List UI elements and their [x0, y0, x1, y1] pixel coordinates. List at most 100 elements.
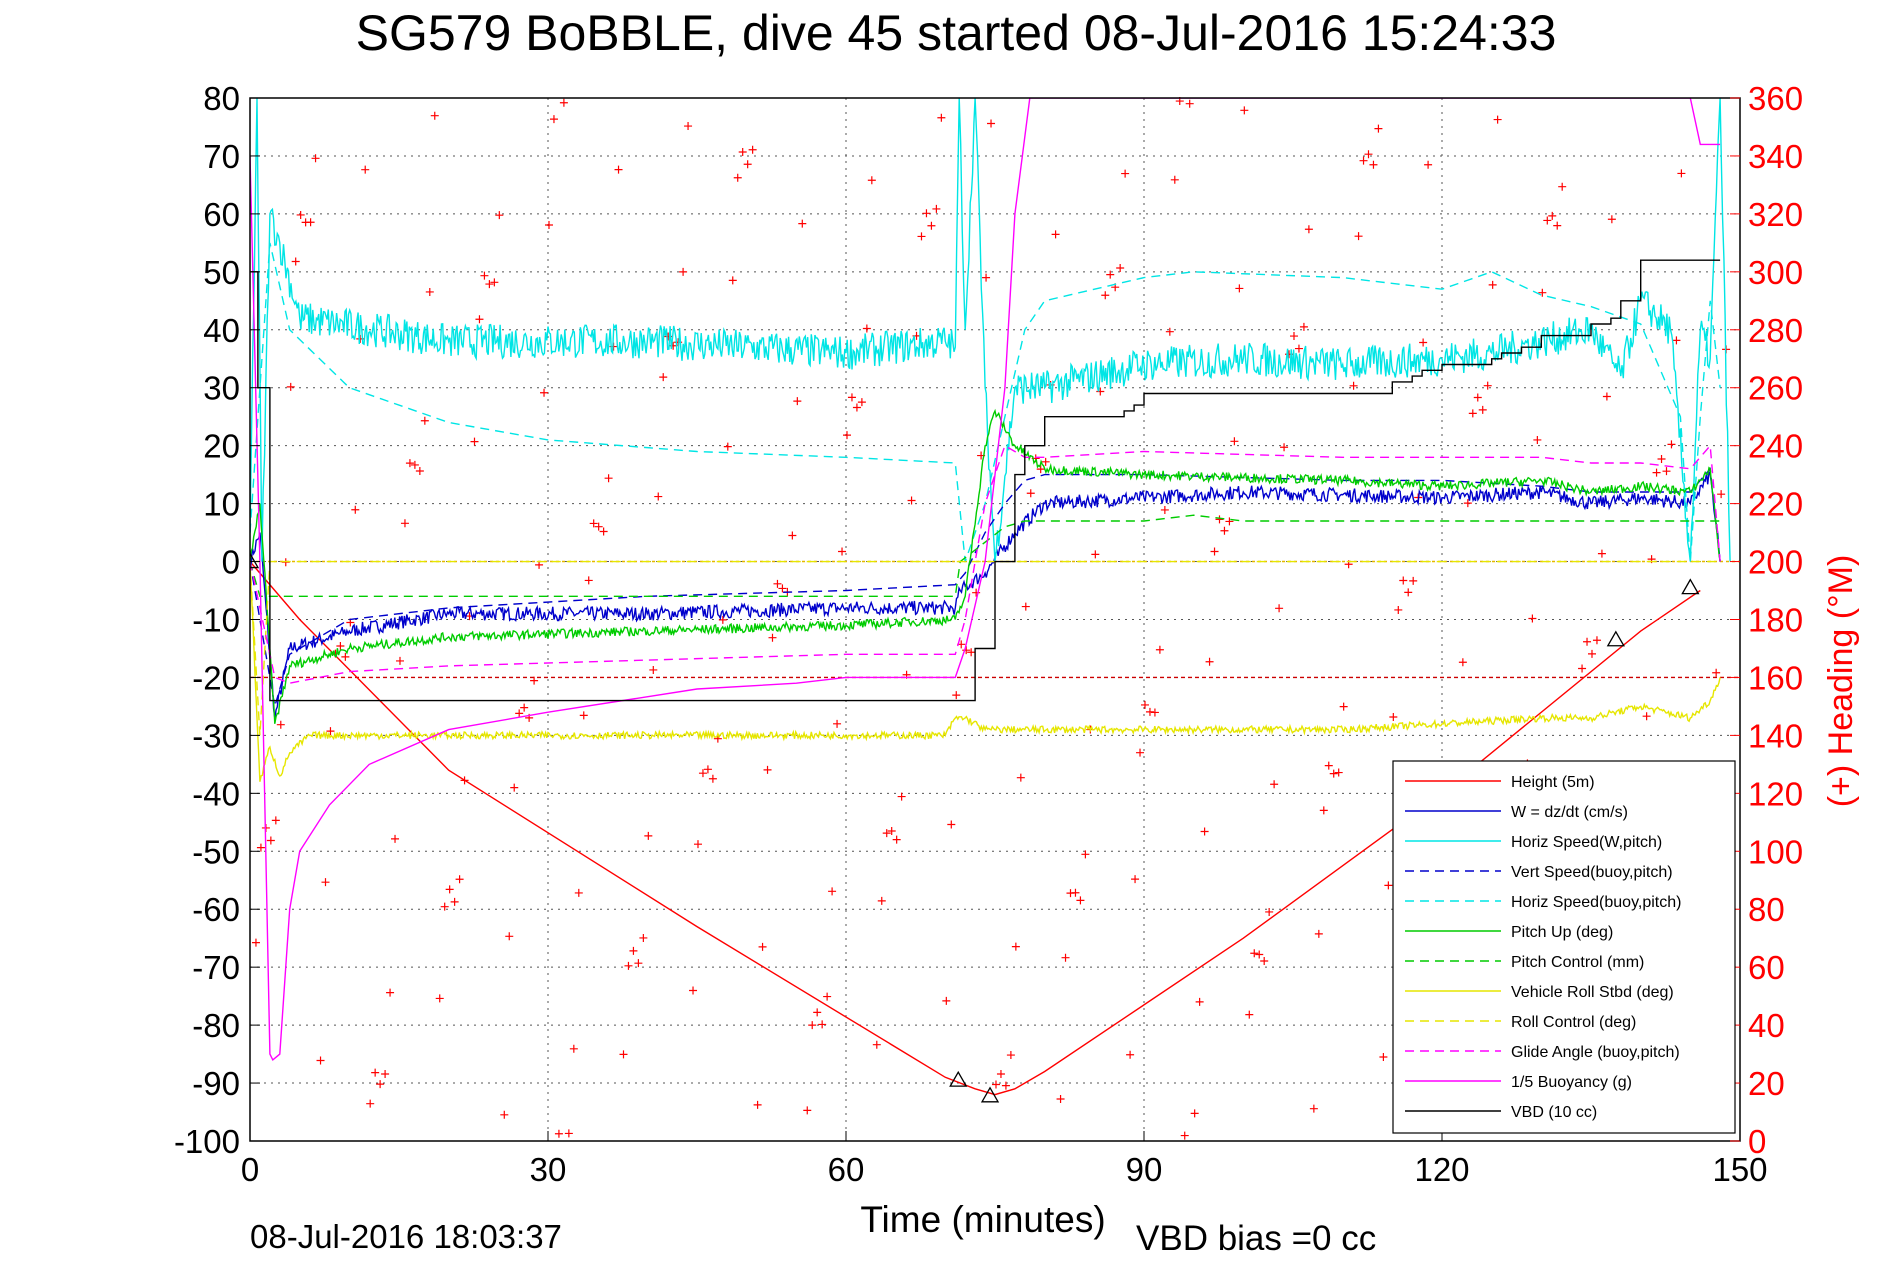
- heading-point: [420, 416, 429, 425]
- heading-point: [1404, 588, 1413, 597]
- heading-point: [440, 902, 449, 911]
- heading-point: [738, 147, 747, 156]
- heading-point: [381, 1070, 390, 1079]
- heading-point: [1493, 115, 1502, 124]
- heading-point: [937, 113, 946, 122]
- heading-point: [1275, 604, 1284, 613]
- y-tick-label: -50: [192, 833, 240, 870]
- heading-point: [316, 1056, 325, 1065]
- series-1-line: [250, 471, 1721, 719]
- y2-tick-label: 180: [1748, 602, 1803, 639]
- heading-point: [1334, 768, 1343, 777]
- heading-point: [395, 656, 404, 665]
- x-axis-label: Time (minutes): [860, 1199, 1105, 1240]
- heading-point: [768, 633, 777, 642]
- heading-point: [291, 257, 300, 266]
- y2-tick-label: 160: [1748, 659, 1803, 696]
- heading-point: [778, 584, 787, 593]
- heading-point: [1533, 435, 1542, 444]
- heading-point: [1195, 997, 1204, 1006]
- heading-point: [579, 711, 588, 720]
- legend-entry: Vert Speed(buoy,pitch): [1511, 864, 1673, 881]
- y-tick-label: 40: [203, 312, 240, 349]
- heading-point: [748, 145, 757, 154]
- heading-point: [1329, 769, 1338, 778]
- heading-point: [435, 994, 444, 1003]
- heading-point: [1289, 332, 1298, 341]
- heading-point: [1543, 216, 1552, 225]
- y-tick-label: -90: [192, 1065, 240, 1102]
- heading-point: [1051, 230, 1060, 239]
- heading-point: [1210, 547, 1219, 556]
- y2-tick-label: 320: [1748, 196, 1803, 233]
- heading-point: [798, 219, 807, 228]
- heading-point: [1389, 713, 1398, 722]
- heading-point: [1150, 708, 1159, 717]
- heading-point: [927, 221, 936, 230]
- heading-point: [1011, 942, 1020, 951]
- heading-point: [718, 615, 727, 624]
- heading-point: [659, 373, 668, 382]
- heading-point: [1165, 327, 1174, 336]
- heading-point: [410, 460, 419, 469]
- heading-point: [554, 1129, 563, 1138]
- legend-entry: Vehicle Roll Stbd (deg): [1511, 984, 1674, 1001]
- heading-point: [1364, 150, 1373, 159]
- heading-point: [1255, 950, 1264, 959]
- heading-point: [1458, 658, 1467, 667]
- y-tick-label: 70: [203, 138, 240, 175]
- heading-point: [589, 519, 598, 528]
- heading-point: [1597, 549, 1606, 558]
- y2-tick-label: 20: [1748, 1065, 1785, 1102]
- heading-point: [415, 466, 424, 475]
- y2-tick-label: 280: [1748, 312, 1803, 349]
- heading-point: [852, 403, 861, 412]
- heading-point: [1677, 169, 1686, 178]
- heading-point: [485, 280, 494, 289]
- heading-point: [1349, 381, 1358, 390]
- heading-point: [574, 888, 583, 897]
- heading-point: [773, 579, 782, 588]
- heading-point: [619, 1050, 628, 1059]
- heading-point: [1483, 381, 1492, 390]
- heading-point: [1304, 225, 1313, 234]
- heading-point: [1419, 338, 1428, 347]
- heading-point: [1096, 387, 1105, 396]
- x-tick-label: 150: [1712, 1151, 1767, 1188]
- heading-point: [1101, 291, 1110, 300]
- heading-point: [1478, 405, 1487, 414]
- series-7-line: [250, 561, 1721, 782]
- heading-point: [1578, 664, 1587, 673]
- heading-point: [515, 709, 524, 718]
- heading-point: [1354, 232, 1363, 241]
- y2-tick-label: 240: [1748, 428, 1803, 465]
- heading-point: [604, 474, 613, 483]
- height-marker: [1681, 578, 1700, 595]
- heading-point: [266, 836, 275, 845]
- heading-point: [1126, 1050, 1135, 1059]
- heading-point: [376, 1080, 385, 1089]
- chart-title: SG579 BoBBLE, dive 45 started 08-Jul-201…: [356, 5, 1557, 61]
- heading-point: [967, 648, 976, 657]
- heading-point: [1548, 211, 1557, 220]
- heading-point: [708, 774, 717, 783]
- heading-point: [614, 165, 623, 174]
- heading-point: [306, 218, 315, 227]
- heading-point: [1081, 850, 1090, 859]
- heading-point: [1309, 1104, 1318, 1113]
- heading-point: [351, 505, 360, 514]
- height-marker: [980, 1086, 1000, 1103]
- heading-point: [634, 959, 643, 968]
- legend-entry: Pitch Up (deg): [1511, 924, 1613, 941]
- series-10-line: [250, 98, 1721, 1062]
- heading-point: [942, 996, 951, 1005]
- heading-point: [1602, 392, 1611, 401]
- heading-point: [326, 727, 335, 736]
- heading-point: [455, 875, 464, 884]
- y2-tick-label: 200: [1748, 544, 1803, 581]
- x-tick-label: 30: [530, 1151, 567, 1188]
- heading-point: [1140, 700, 1149, 709]
- heading-point: [251, 938, 260, 947]
- heading-point: [594, 522, 603, 531]
